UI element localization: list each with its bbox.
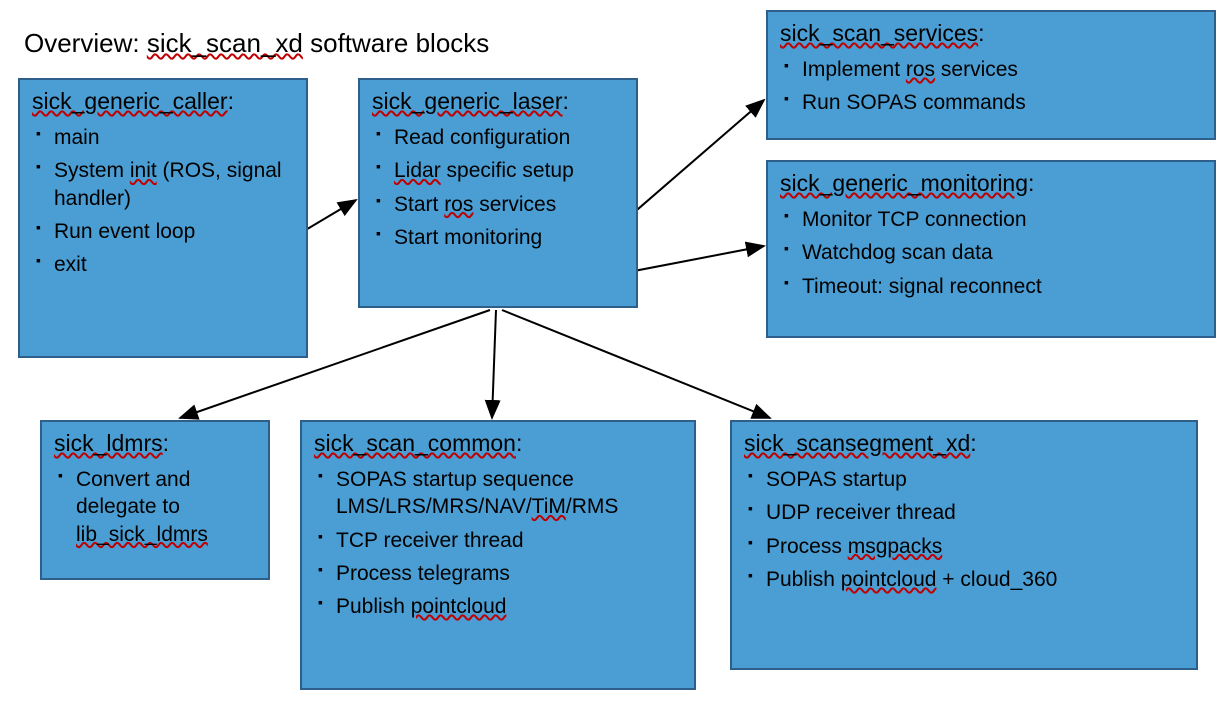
- node-item: main: [36, 121, 294, 154]
- node-services: sick_scan_services: Implement ros service…: [766, 10, 1216, 140]
- node-item: Timeout: signal reconnect: [784, 270, 1202, 303]
- node-item: Run SOPAS commands: [784, 86, 1202, 119]
- title-suffix: software blocks: [303, 28, 489, 58]
- node-title: sick_scan_services:: [780, 20, 1202, 47]
- node-items: Implement ros servicesRun SOPAS commands: [780, 53, 1202, 120]
- node-items: Convert and delegate to lib_sick_ldmrs: [54, 463, 256, 551]
- node-items: mainSystem init (ROS, signal handler)Run…: [32, 121, 294, 281]
- node-items: Monitor TCP connectionWatchdog scan data…: [780, 203, 1202, 303]
- title-prefix: Overview:: [24, 28, 147, 58]
- node-laser: sick_generic_laser: Read configurationLid…: [358, 78, 638, 308]
- node-item: Publish pointcloud + cloud_360: [748, 563, 1184, 596]
- node-title: sick_generic_laser:: [372, 88, 624, 115]
- node-common: sick_scan_common: SOPAS startup sequence …: [300, 420, 696, 690]
- node-item: Convert and delegate to lib_sick_ldmrs: [58, 463, 256, 551]
- node-item: Read configuration: [376, 121, 624, 154]
- node-item: Process msgpacks: [748, 530, 1184, 563]
- node-item: SOPAS startup sequence LMS/LRS/MRS/NAV/T…: [318, 463, 682, 524]
- node-item: Publish pointcloud: [318, 590, 682, 623]
- node-title: sick_generic_caller:: [32, 88, 294, 115]
- node-item: System init (ROS, signal handler): [36, 154, 294, 215]
- node-items: SOPAS startup sequence LMS/LRS/MRS/NAV/T…: [314, 463, 682, 623]
- node-item: Lidar specific setup: [376, 154, 624, 187]
- node-item: Monitor TCP connection: [784, 203, 1202, 236]
- diagram-title: Overview: sick_scan_xd software blocks: [24, 28, 489, 59]
- node-title: sick_scan_common:: [314, 430, 682, 457]
- node-items: SOPAS startupUDP receiver threadProcess …: [744, 463, 1184, 596]
- node-item: Start ros services: [376, 188, 624, 221]
- node-item: Implement ros services: [784, 53, 1202, 86]
- node-title: sick_generic_monitoring:: [780, 170, 1202, 197]
- node-caller: sick_generic_caller:mainSystem init (ROS…: [18, 78, 308, 358]
- node-scansegment: sick_scansegment_xd: SOPAS startupUDP rec…: [730, 420, 1198, 670]
- title-underlined: sick_scan_xd: [147, 28, 303, 58]
- node-item: Process telegrams: [318, 557, 682, 590]
- node-item: UDP receiver thread: [748, 496, 1184, 529]
- node-item: exit: [36, 248, 294, 281]
- node-item: SOPAS startup: [748, 463, 1184, 496]
- node-item: Run event loop: [36, 215, 294, 248]
- node-item: Watchdog scan data: [784, 236, 1202, 269]
- node-title: sick_scansegment_xd:: [744, 430, 1184, 457]
- node-title: sick_ldmrs:: [54, 430, 256, 457]
- node-monitoring: sick_generic_monitoring: Monitor TCP conn…: [766, 160, 1216, 338]
- node-item: TCP receiver thread: [318, 524, 682, 557]
- node-items: Read configurationLidar specific setupSt…: [372, 121, 624, 254]
- node-item: Start monitoring: [376, 221, 624, 254]
- node-ldmrs: sick_ldmrs: Convert and delegate to lib_s…: [40, 420, 270, 580]
